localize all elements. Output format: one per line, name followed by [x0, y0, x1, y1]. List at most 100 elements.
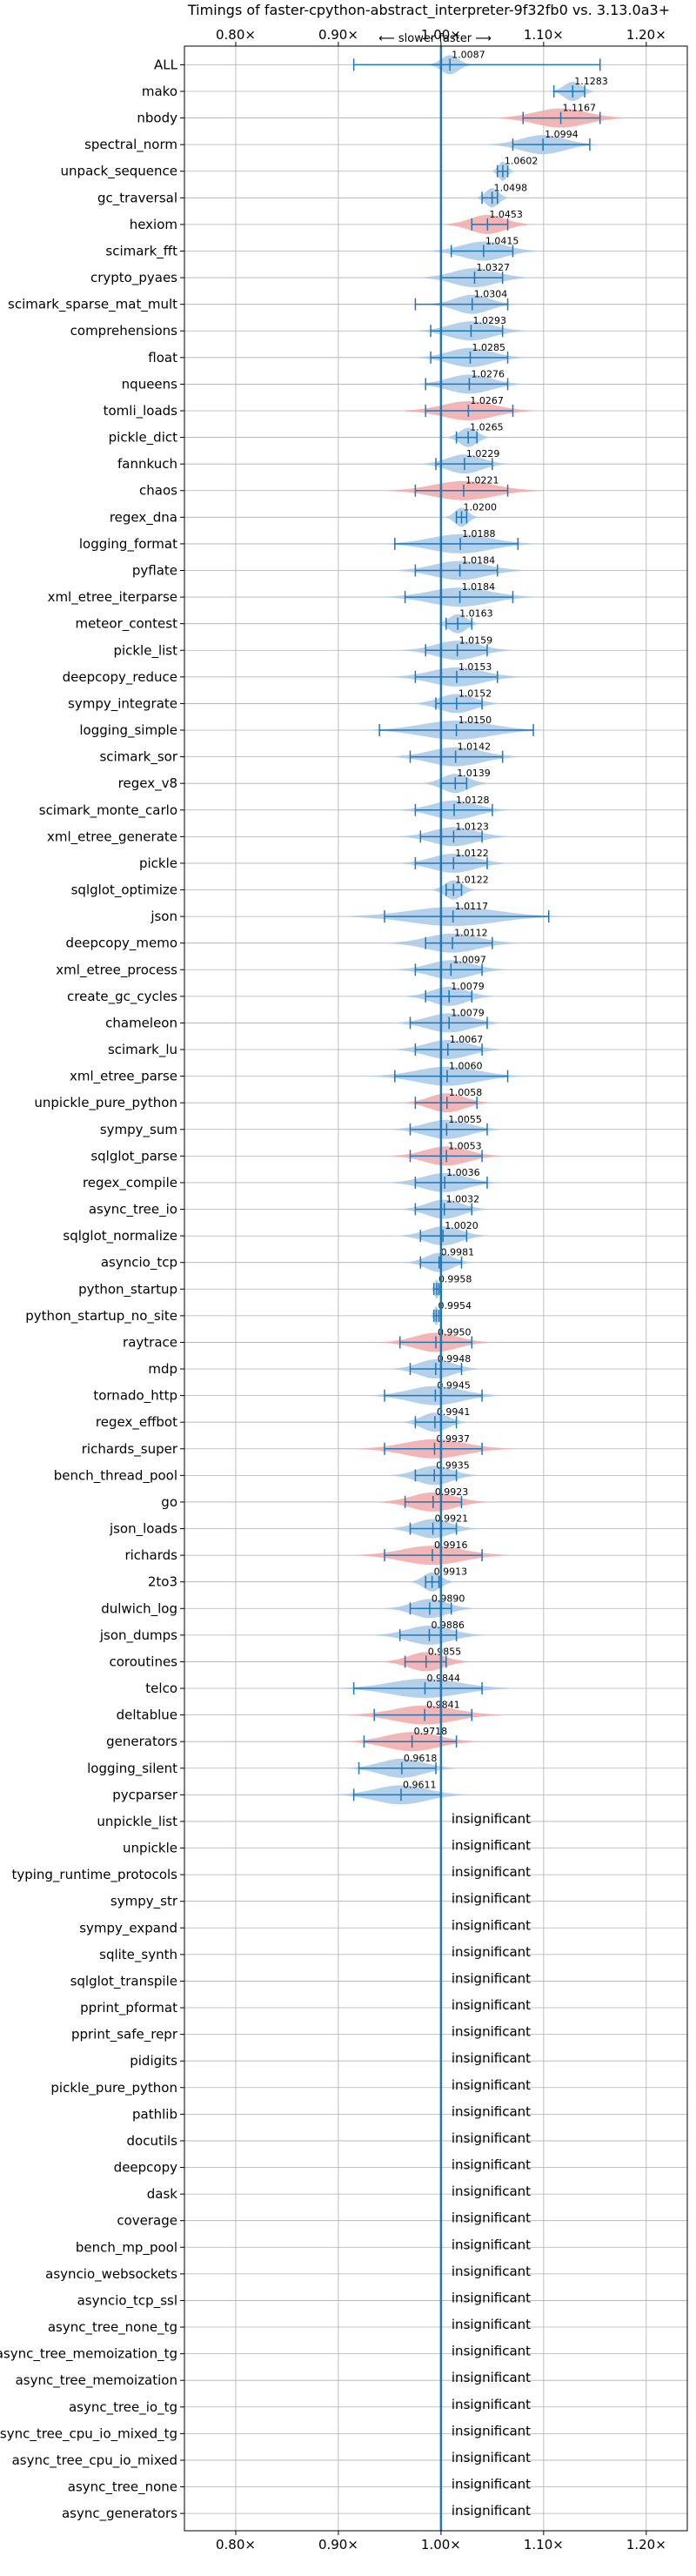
- y-category-label: dulwich_log: [101, 1600, 177, 1617]
- value-label: 1.0229: [466, 448, 500, 460]
- value-label: 0.9916: [434, 1540, 468, 1551]
- value-label: 0.9923: [435, 1486, 468, 1498]
- value-label: 0.9913: [434, 1566, 468, 1578]
- y-category-label: pickle_list: [113, 642, 177, 659]
- insignificant-label: insignificant: [452, 2397, 531, 2412]
- insignificant-label: insignificant: [452, 1944, 531, 1960]
- y-category-label: regex_compile: [83, 1175, 177, 1191]
- y-category-label: meteor_contest: [75, 616, 177, 633]
- insignificant-label: insignificant: [452, 1838, 531, 1854]
- y-category-label: async_tree_memoization: [16, 2372, 177, 2389]
- y-category-label: python_startup: [78, 1281, 177, 1298]
- y-category-label: scimark_sor: [99, 749, 177, 766]
- value-label: 0.9855: [428, 1646, 462, 1657]
- value-label: 1.0020: [445, 1220, 478, 1231]
- y-category-label: unpickle_list: [97, 1814, 177, 1830]
- y-category-label: async_tree_none: [68, 2479, 177, 2496]
- y-category-label: coroutines: [109, 1654, 177, 1669]
- y-category-label: mako: [142, 84, 177, 99]
- value-label: 1.0415: [485, 235, 519, 246]
- value-label: 0.9935: [436, 1459, 469, 1471]
- value-label: 0.9945: [437, 1380, 471, 1392]
- y-category-label: deltablue: [117, 1707, 177, 1723]
- x-tick-label-top: 1.10×: [524, 27, 564, 43]
- y-category-label: chameleon: [105, 1015, 177, 1030]
- y-category-label: regex_v8: [118, 775, 177, 792]
- y-category-label: json_loads: [109, 1521, 177, 1538]
- y-category-label: deepcopy: [114, 2160, 177, 2176]
- value-label: 1.0200: [463, 501, 497, 513]
- value-label: 1.0453: [489, 209, 523, 220]
- value-label: 0.9950: [438, 1326, 472, 1338]
- y-category-label: pickle: [139, 855, 177, 871]
- insignificant-label: insignificant: [452, 2050, 531, 2066]
- y-category-label: pprint_pformat: [80, 2000, 177, 2016]
- insignificant-label: insignificant: [452, 2450, 531, 2465]
- value-label: 1.0117: [455, 901, 489, 912]
- y-category-label: async_tree_none_tg: [48, 2319, 177, 2336]
- insignificant-label: insignificant: [452, 2103, 531, 2119]
- value-label: 1.0122: [455, 875, 489, 886]
- insignificant-label: insignificant: [452, 2317, 531, 2332]
- y-categories: ALL mako nbody spectral_norm unpack_sequence…: [0, 57, 184, 2522]
- x-tick-label-bottom: 1.20×: [626, 2537, 666, 2553]
- x-tick-label-bottom: 1.00×: [421, 2537, 461, 2553]
- y-category-label: go: [161, 1494, 177, 1510]
- y-category-label: pickle_dict: [109, 430, 177, 446]
- x-tick-label-bottom: 0.90×: [318, 2537, 358, 2553]
- value-label: 1.0087: [452, 49, 485, 60]
- value-label: 1.0602: [505, 156, 539, 167]
- value-label: 1.0163: [459, 608, 493, 620]
- value-label: 1.0139: [457, 768, 491, 779]
- y-category-label: pyflate: [132, 563, 177, 579]
- insignificant-label: insignificant: [452, 1970, 531, 1986]
- y-category-label: unpack_sequence: [61, 164, 177, 180]
- insignificant-label: insignificant: [452, 2264, 531, 2279]
- value-label: 0.9921: [435, 1513, 469, 1525]
- value-label: 1.0152: [458, 688, 492, 699]
- y-category-label: tornado_http: [93, 1388, 177, 1405]
- y-category-label: logging_silent: [87, 1761, 177, 1777]
- y-category-label: pidigits: [130, 2053, 177, 2069]
- value-label: 0.9718: [414, 1726, 448, 1737]
- value-label: 0.9981: [441, 1247, 475, 1258]
- y-category-label: deepcopy_memo: [66, 936, 177, 952]
- y-category-label: async_tree_io_tg: [69, 2399, 177, 2416]
- value-label: 1.0498: [494, 182, 528, 193]
- y-category-label: comprehensions: [70, 323, 178, 339]
- y-category-label: regex_dna: [110, 509, 177, 526]
- insignificant-label: insignificant: [452, 2077, 531, 2093]
- y-category-label: chaos: [139, 483, 177, 499]
- value-label: 1.0036: [446, 1167, 480, 1178]
- y-category-label: typing_runtime_protocols: [11, 1867, 177, 1883]
- value-label: 1.0153: [458, 661, 492, 673]
- insignificant-label: insignificant: [452, 2290, 531, 2305]
- chart-title: Timings of faster-cpython-abstract_inter…: [187, 2, 670, 19]
- y-category-label: pathlib: [132, 2106, 177, 2122]
- y-category-label: unpickle: [123, 1841, 177, 1856]
- y-category-label: coverage: [117, 2213, 177, 2229]
- y-category-label: crypto_pyaes: [90, 270, 177, 286]
- value-label: 0.9841: [426, 1700, 460, 1711]
- y-category-label: sqlglot_parse: [90, 1148, 177, 1164]
- y-category-label: sqlglot_optimize: [71, 882, 177, 899]
- value-label: 1.0276: [471, 368, 505, 379]
- value-label: 0.9886: [431, 1620, 465, 1631]
- value-label: 1.0060: [449, 1061, 483, 1072]
- value-label: 1.1283: [574, 76, 608, 87]
- insignificant-label: insignificant: [452, 2423, 531, 2438]
- value-label: 1.0267: [470, 395, 504, 406]
- y-category-label: float: [148, 350, 177, 366]
- value-label: 1.0032: [446, 1194, 480, 1205]
- y-category-label: hexiom: [130, 217, 177, 232]
- y-category-label: regex_effbot: [96, 1414, 177, 1431]
- insignificant-label: insignificant: [452, 2503, 531, 2519]
- y-category-label: python_startup_no_site: [25, 1308, 177, 1325]
- y-category-label: sqlglot_normalize: [63, 1228, 177, 1244]
- y-category-label: sympy_expand: [79, 1920, 177, 1936]
- y-category-label: dask: [147, 2186, 178, 2202]
- value-label: 0.9937: [436, 1433, 470, 1445]
- value-label: 0.9618: [404, 1753, 438, 1764]
- y-category-label: json: [150, 909, 177, 924]
